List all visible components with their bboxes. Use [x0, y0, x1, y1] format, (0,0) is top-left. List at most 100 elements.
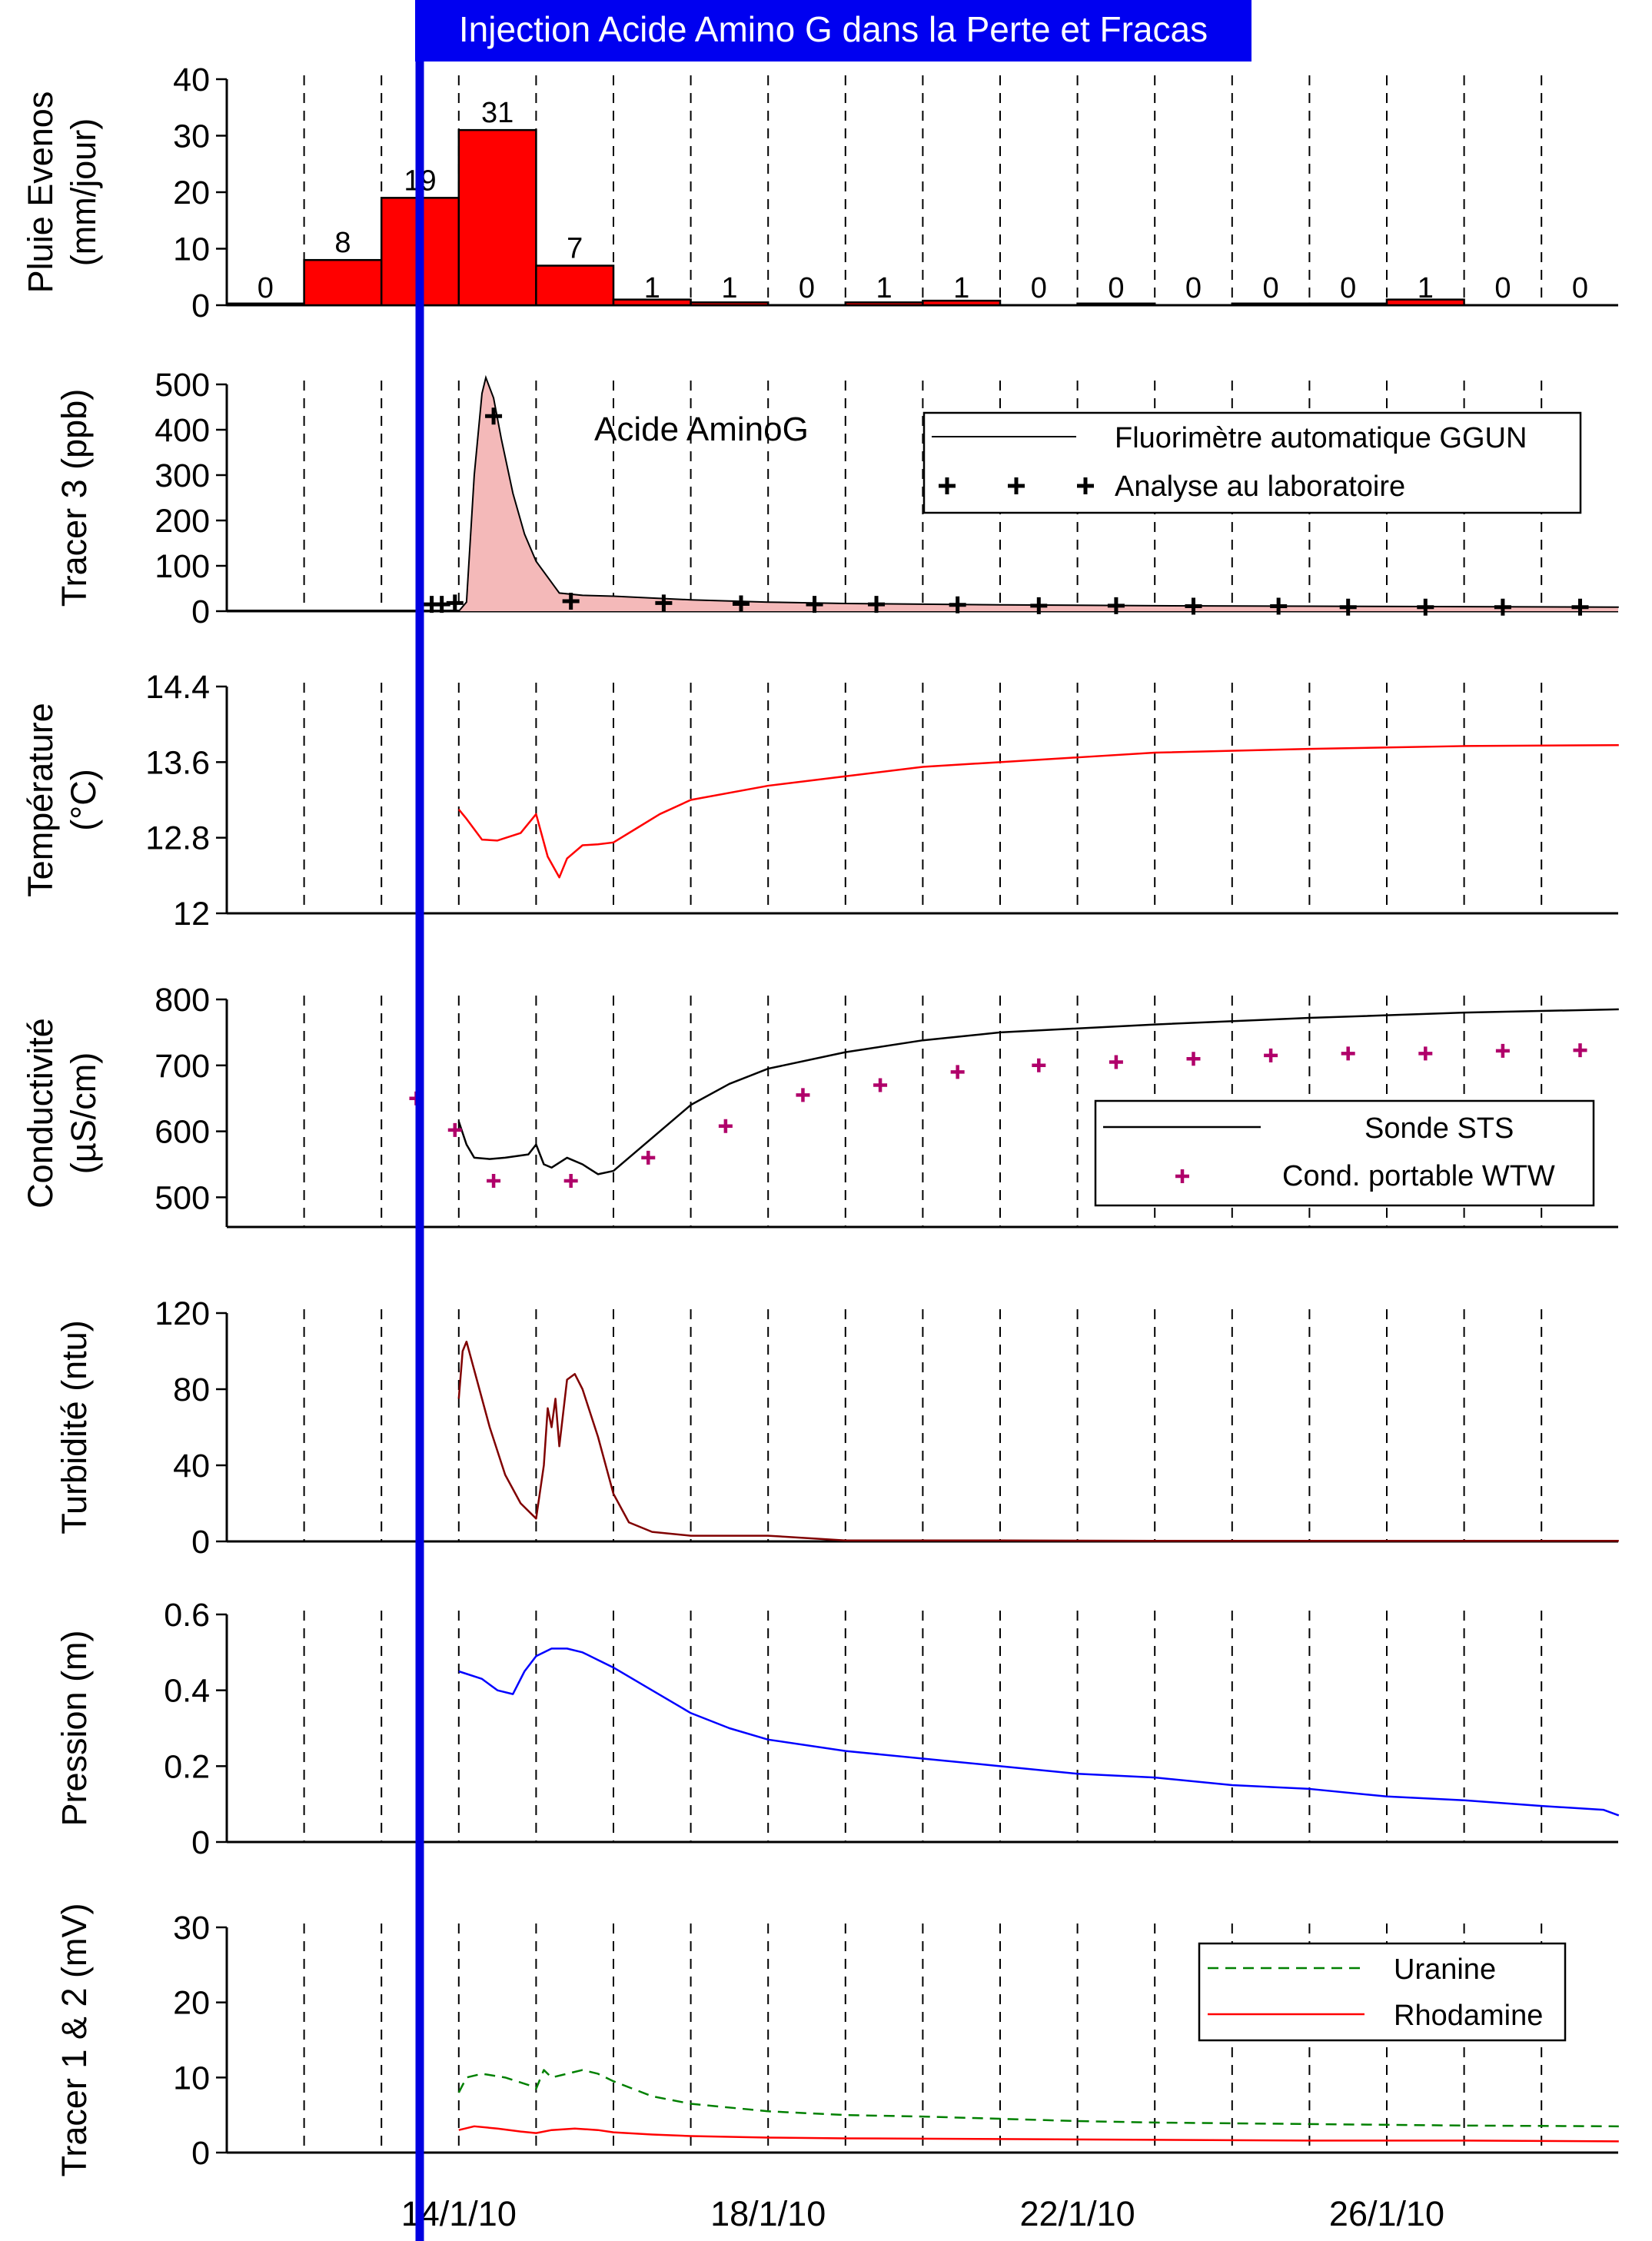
- bar-value-label: 0: [1108, 272, 1124, 304]
- wtw-portable-point: [1573, 1043, 1587, 1058]
- wtw-portable-point: [1264, 1048, 1278, 1062]
- bar-value-label: 0: [1572, 272, 1588, 304]
- bar-value-label: 1: [721, 272, 737, 304]
- lab-analysis-point: [949, 596, 966, 613]
- bar-value-label: 1: [644, 272, 660, 304]
- sts-probe-line: [457, 1008, 1619, 1175]
- injection-banner: [415, 0, 1251, 62]
- wtw-portable-point: [873, 1078, 888, 1092]
- y-axis-label: Conductivité: [21, 1018, 60, 1209]
- y-tick-label: 120: [155, 1295, 210, 1332]
- y-axis-label: (°C): [64, 769, 103, 830]
- pressure-line: [458, 1648, 1620, 1817]
- lab-analysis-point: [732, 595, 750, 613]
- legend-label: Uranine: [1394, 1953, 1496, 1986]
- bar-value-label: 8: [334, 227, 351, 259]
- bar-value-label: 31: [481, 97, 514, 129]
- panel-temperature: 12 12.8 13.6 14.4 Température (°C): [21, 669, 1619, 933]
- rain-bar: [1385, 298, 1465, 307]
- bar-value-label: 1: [1418, 272, 1434, 304]
- y-tick-label: 0.4: [164, 1673, 210, 1710]
- y-tick-label: 20: [173, 1985, 210, 2022]
- rain-bar: [1076, 302, 1156, 307]
- injection-banner-text: Injection Acide Amino G dans la Perte et…: [459, 9, 1208, 49]
- wtw-portable-point: [1186, 1052, 1201, 1066]
- lab-analysis-point: [1185, 597, 1202, 615]
- x-tick-label: 22/1/10: [1020, 2194, 1135, 2233]
- legend-marker-swatch: [1008, 477, 1025, 494]
- y-tick-label: 200: [155, 503, 210, 540]
- annotation-acide-aminog: Acide AminoG: [594, 411, 809, 448]
- rain-bar: [303, 258, 383, 307]
- wtw-portable-point: [1418, 1046, 1433, 1061]
- turbidity-line: [457, 1340, 1619, 1542]
- y-tick-label: 0: [191, 593, 210, 630]
- y-axis-label: (µS/cm): [64, 1052, 103, 1174]
- y-tick-label: 12: [173, 896, 210, 933]
- y-tick-label: 0: [191, 2135, 210, 2172]
- lab-analysis-point: [655, 594, 673, 612]
- wtw-portable-point: [1109, 1055, 1123, 1069]
- y-tick-label: 10: [173, 2060, 210, 2096]
- x-tick-label: 18/1/10: [710, 2194, 826, 2233]
- lab-analysis-point: [1107, 597, 1125, 614]
- legend-box: [922, 411, 1582, 514]
- legend-tracer12: Uranine Rhodamine: [1198, 1942, 1567, 2042]
- wtw-portable-point: [563, 1173, 578, 1188]
- y-tick-label: 600: [155, 1114, 210, 1151]
- legend-marker-swatch: [1077, 477, 1094, 494]
- legend-label: Sonde STS: [1364, 1112, 1514, 1145]
- lab-analysis-point: [868, 596, 886, 613]
- panel-conductivity: 500 600 700 800 Conductivité (µS/cm) Sonde STS…: [21, 982, 1619, 1229]
- panel-pressure: 0 0.2 0.4 0.6 Pression (m): [55, 1597, 1620, 1861]
- y-tick-label: 30: [173, 1910, 210, 1947]
- panel-turbidity: 0 40 80 120 Turbidité (ntu): [55, 1295, 1619, 1561]
- y-axis-label: Tracer 1 & 2 (mV): [55, 1904, 94, 2177]
- y-tick-label: 400: [155, 412, 210, 449]
- lab-analysis-point: [1494, 598, 1511, 616]
- lab-analysis-point: [446, 594, 464, 612]
- legend-conductivity: Sonde STS Cond. portable WTW: [1094, 1099, 1595, 1207]
- lab-analysis-point: [806, 596, 823, 613]
- bar-value-label: 0: [1185, 272, 1202, 304]
- y-axis-label: Pression (m): [55, 1630, 94, 1826]
- wtw-portable-point: [641, 1150, 656, 1165]
- panel-tracer12: 0 10 20 30 Tracer 1 & 2 (mV) Uranine Rhodamine: [55, 1904, 1619, 2177]
- wtw-portable-point: [1495, 1043, 1510, 1058]
- y-tick-label: 12.8: [145, 820, 210, 857]
- y-tick-label: 0: [191, 1524, 210, 1561]
- y-tick-label: 700: [155, 1048, 210, 1085]
- wtw-portable-point: [796, 1088, 810, 1102]
- y-tick-label: 14.4: [145, 669, 210, 706]
- bar-value-label: 0: [1031, 272, 1047, 304]
- lab-analysis-point: [1417, 598, 1434, 616]
- y-tick-label: 0: [191, 288, 210, 324]
- legend-label: Cond. portable WTW: [1282, 1160, 1555, 1192]
- bar-value-label: 0: [1340, 272, 1356, 304]
- temperature-line: [457, 743, 1619, 879]
- y-tick-label: 0.6: [164, 1597, 210, 1634]
- y-tick-label: 500: [155, 1179, 210, 1216]
- bar-value-label: 0: [258, 272, 274, 304]
- y-tick-label: 100: [155, 548, 210, 585]
- y-tick-label: 40: [173, 1448, 210, 1485]
- wtw-portable-point: [1032, 1058, 1046, 1072]
- y-tick-label: 0.2: [164, 1748, 210, 1785]
- y-tick-label: 80: [173, 1372, 210, 1408]
- bar-value-label: 7: [567, 233, 583, 265]
- legend-label: Rhodamine: [1394, 2000, 1543, 2032]
- rain-bar: [690, 301, 769, 307]
- bar-value-label: 1: [953, 272, 969, 304]
- legend-label: Fluorimètre automatique GGUN: [1115, 422, 1527, 454]
- legend-box: [1198, 1942, 1567, 2042]
- bar-value-label: 1: [876, 272, 892, 304]
- rhodamine-line: [458, 2125, 1619, 2143]
- y-tick-label: 500: [155, 367, 210, 404]
- lab-analysis-point: [1030, 597, 1048, 614]
- y-axis-label: Tracer 3 (ppb): [55, 389, 94, 607]
- x-tick-label: 26/1/10: [1329, 2194, 1444, 2233]
- legend-label: Analyse au laboratoire: [1115, 470, 1405, 503]
- lab-analysis-point: [485, 407, 503, 425]
